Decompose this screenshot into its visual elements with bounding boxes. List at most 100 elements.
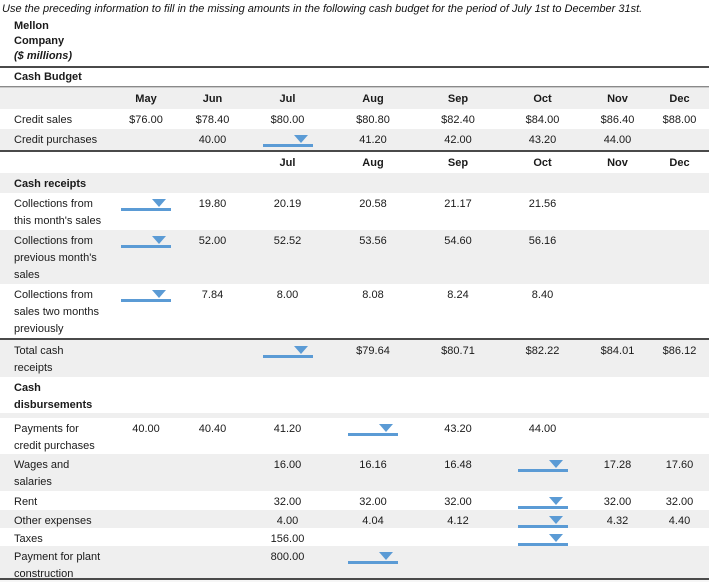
- column-header-row: Jul Aug Sep Oct Nov Dec: [0, 152, 709, 173]
- value-cell: 41.20: [359, 134, 387, 146]
- answer-cell: [112, 284, 180, 338]
- value-cell: [650, 377, 709, 413]
- table-row: Wages and salaries 16.00 16.16 16.48 17.28 17…: [0, 454, 709, 491]
- bottom-strip: [0, 580, 709, 582]
- answer-cell: [245, 129, 330, 150]
- value-cell: $88.00: [662, 114, 697, 126]
- table-row: Collections from sales two months previo…: [0, 284, 709, 340]
- value-cell: [112, 510, 180, 528]
- dropdown-underline: [517, 469, 568, 472]
- value-cell: [650, 193, 709, 230]
- value-cell: [650, 418, 709, 454]
- row-label: [0, 152, 112, 173]
- answer-dropdown[interactable]: [517, 459, 568, 472]
- value-cell: $84.00: [525, 114, 560, 126]
- value-cell: [416, 173, 500, 193]
- answer-dropdown[interactable]: [517, 515, 568, 528]
- company-name-line2: Company: [14, 35, 65, 47]
- value-cell: 21.17: [444, 198, 472, 210]
- row-label: Other expenses: [14, 515, 92, 527]
- column-header: Aug: [362, 157, 384, 169]
- answer-dropdown[interactable]: [121, 235, 171, 248]
- table-row: Other expenses 4.00 4.04 4.12 4.32 4.40: [0, 510, 709, 528]
- chevron-down-icon: [548, 516, 563, 524]
- value-cell: 40.40: [198, 423, 227, 435]
- column-header: Dec: [669, 157, 690, 169]
- chevron-down-icon: [548, 460, 563, 468]
- value-cell: 41.20: [273, 423, 302, 435]
- column-header: Jun: [202, 93, 223, 105]
- value-cell: [500, 377, 585, 413]
- column-header: Oct: [533, 157, 552, 169]
- value-cell: 32.00: [444, 496, 472, 508]
- column-header: Sep: [447, 157, 469, 169]
- value-cell: 32.00: [665, 496, 694, 508]
- chevron-down-icon: [293, 135, 308, 143]
- value-cell: [585, 528, 650, 546]
- value-cell: [180, 528, 245, 546]
- value-cell: $82.40: [441, 114, 475, 126]
- column-header: Nov: [607, 93, 628, 105]
- answer-dropdown[interactable]: [262, 345, 313, 358]
- value-cell: [500, 173, 585, 193]
- answer-dropdown[interactable]: [121, 198, 171, 211]
- value-cell: 32.00: [273, 496, 302, 508]
- table-row: Payments for credit purchases 40.00 40.40 4…: [0, 418, 709, 454]
- value-cell: [650, 546, 709, 578]
- answer-cell: [112, 193, 180, 230]
- answer-dropdown[interactable]: [517, 533, 568, 546]
- value-cell: [245, 377, 330, 413]
- value-cell: [650, 173, 709, 193]
- value-cell: [585, 193, 650, 230]
- chevron-down-icon: [548, 497, 563, 505]
- instruction-text: Use the preceding information to fill in…: [2, 3, 643, 15]
- value-cell: 4.32: [606, 515, 629, 527]
- value-cell: [112, 528, 180, 546]
- value-cell: [650, 284, 709, 338]
- dropdown-underline: [121, 245, 171, 248]
- dropdown-underline: [348, 433, 398, 436]
- value-cell: $86.40: [600, 114, 635, 126]
- value-cell: 4.00: [276, 515, 299, 527]
- value-cell: 156.00: [270, 533, 305, 545]
- value-cell: 21.56: [528, 198, 557, 210]
- value-cell: 32.00: [359, 496, 387, 508]
- budget-title: Cash Budget: [0, 68, 709, 87]
- table-row: Total cash receipts $79.64 $80.71 $82.22 $84…: [0, 340, 709, 377]
- row-label: Total cash receipts: [14, 345, 64, 374]
- value-cell: [650, 129, 709, 150]
- value-cell: 42.00: [444, 134, 472, 146]
- value-cell: $80.00: [270, 114, 305, 126]
- answer-dropdown[interactable]: [348, 423, 398, 436]
- answer-cell: [500, 510, 585, 528]
- value-cell: 17.60: [665, 459, 694, 471]
- value-cell: 4.12: [447, 515, 469, 527]
- dropdown-underline: [121, 299, 171, 302]
- answer-dropdown[interactable]: [121, 289, 171, 302]
- value-cell: 32.00: [603, 496, 632, 508]
- value-cell: 17.28: [603, 459, 632, 471]
- value-cell: [180, 340, 245, 377]
- value-cell: [330, 377, 416, 413]
- value-cell: 52.52: [273, 235, 302, 247]
- value-cell: [112, 546, 180, 578]
- value-cell: [330, 173, 416, 193]
- row-label: Payments for credit purchases: [14, 423, 95, 452]
- row-label: Collections from this month's sales: [14, 198, 102, 227]
- value-cell: [416, 528, 500, 546]
- value-cell: [585, 230, 650, 284]
- column-header: Jul: [279, 157, 296, 169]
- value-cell: [416, 546, 500, 578]
- answer-dropdown[interactable]: [262, 134, 313, 147]
- table-row: Collections from previous month's sales 5…: [0, 230, 709, 284]
- answer-dropdown[interactable]: [348, 551, 398, 564]
- value-cell: [112, 173, 180, 193]
- table-row: Payment for plant construction 800.00: [0, 546, 709, 580]
- dropdown-underline: [262, 355, 313, 358]
- company-header: Mellon Company ($ millions): [0, 19, 709, 68]
- chevron-down-icon: [152, 199, 166, 207]
- value-cell: $80.71: [441, 345, 475, 357]
- answer-dropdown[interactable]: [517, 496, 568, 509]
- value-cell: 8.00: [276, 289, 299, 301]
- value-cell: 16.48: [444, 459, 472, 471]
